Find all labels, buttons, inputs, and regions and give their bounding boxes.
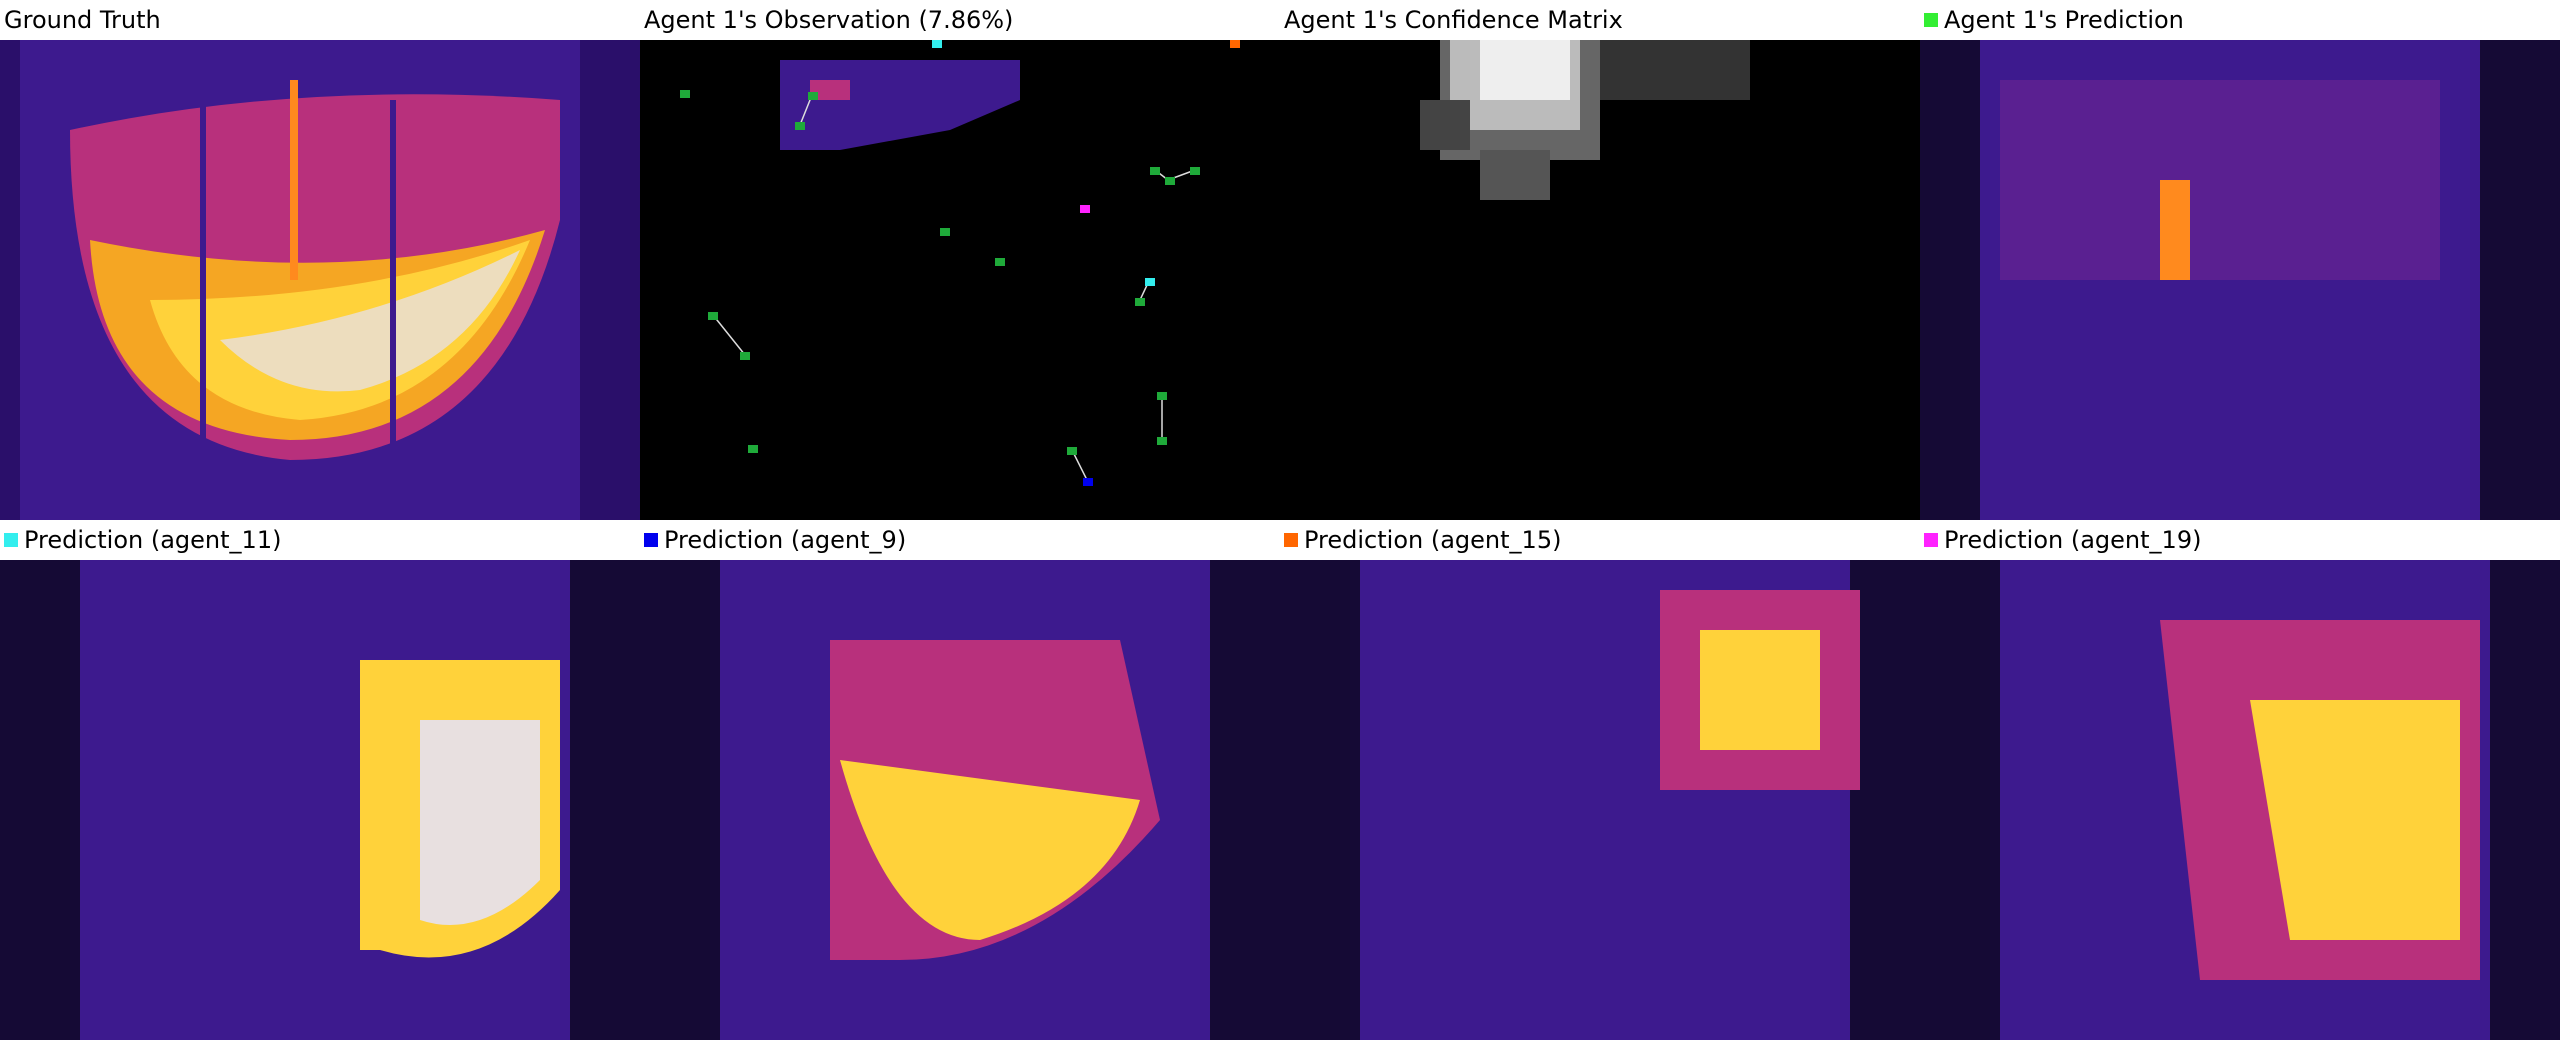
panel-title: Ground Truth — [0, 0, 640, 40]
ground-truth-panel: Ground Truth — [0, 0, 640, 520]
agent-19-panel: Prediction (agent_19) — [1920, 520, 2560, 1040]
observation-panel: Agent 1's Observation (7.86%) — [640, 0, 1280, 520]
agent-19-image — [1920, 560, 2560, 1040]
legend-swatch — [1924, 13, 1938, 27]
panel-title-text: Agent 1's Prediction — [1944, 6, 2184, 34]
panel-title-text: Agent 1's Observation (7.86%) — [644, 6, 1013, 34]
legend-swatch — [644, 533, 658, 547]
agent-11-panel: Prediction (agent_11) — [0, 520, 640, 1040]
panel-title: Agent 1's Confidence Matrix — [1280, 0, 1920, 40]
panel-title: Agent 1's Prediction — [1920, 0, 2560, 40]
panel-title-text: Prediction (agent_19) — [1944, 526, 2201, 554]
panel-title: Agent 1's Observation (7.86%) — [640, 0, 1280, 40]
panel-title: Prediction (agent_9) — [640, 520, 1280, 560]
confidence-image — [1280, 40, 1920, 520]
agent-15-image — [1280, 560, 1920, 1040]
panel-title-text: Prediction (agent_11) — [24, 526, 281, 554]
panel-title: Prediction (agent_19) — [1920, 520, 2560, 560]
agent-15-panel: Prediction (agent_15) — [1280, 520, 1920, 1040]
panel-title: Prediction (agent_11) — [0, 520, 640, 560]
legend-swatch — [4, 533, 18, 547]
panel-title: Prediction (agent_15) — [1280, 520, 1920, 560]
panel-title-text: Prediction (agent_15) — [1304, 526, 1561, 554]
panel-title-text: Prediction (agent_9) — [664, 526, 906, 554]
agent-11-image — [0, 560, 640, 1040]
agent-9-panel: Prediction (agent_9) — [640, 520, 1280, 1040]
prediction-panel: Agent 1's Prediction — [1920, 0, 2560, 520]
agent-9-image — [640, 560, 1280, 1040]
panel-title-text: Ground Truth — [4, 6, 161, 34]
legend-swatch — [1284, 533, 1298, 547]
legend-swatch — [1924, 533, 1938, 547]
observation-image — [640, 40, 1280, 520]
panel-title-text: Agent 1's Confidence Matrix — [1284, 6, 1623, 34]
prediction-image — [1920, 40, 2560, 520]
ground-truth-image — [0, 40, 640, 520]
confidence-panel: Agent 1's Confidence Matrix — [1280, 0, 1920, 520]
